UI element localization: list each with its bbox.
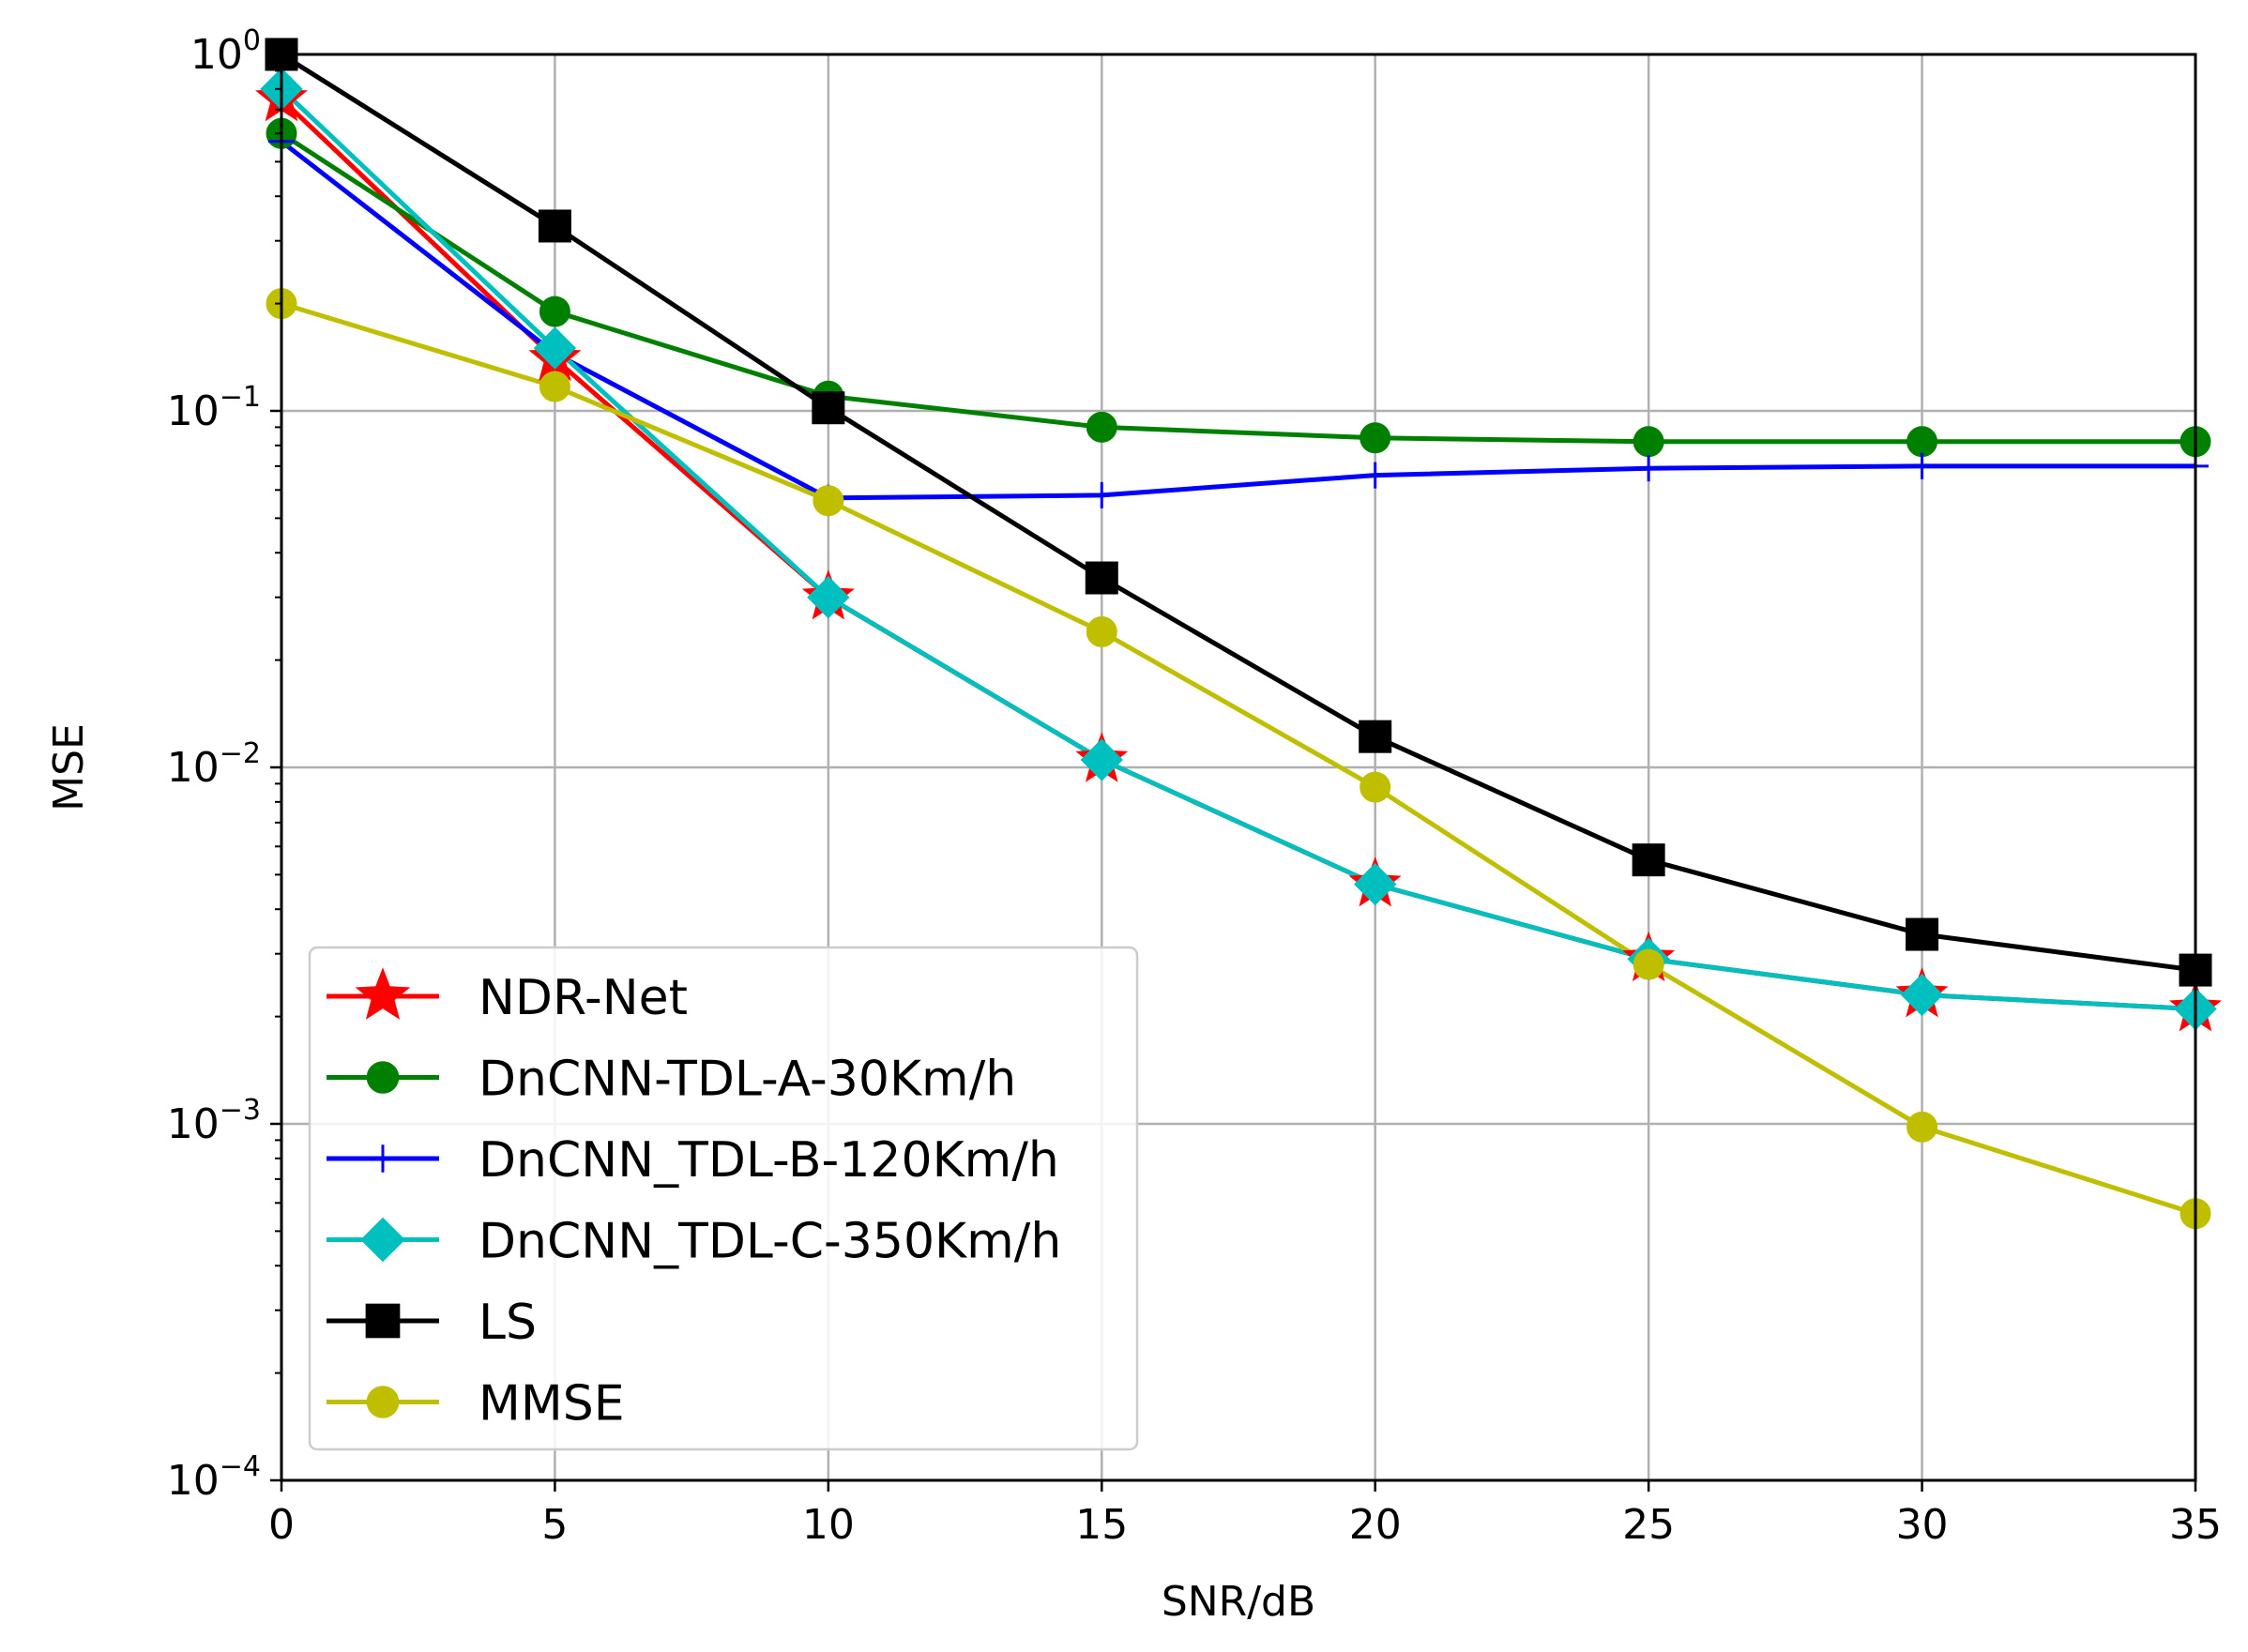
data-point-dncnn-tdl-a-30km-h bbox=[1906, 426, 1938, 458]
data-point-dncnn-tdl-b-120km-h bbox=[1088, 481, 1116, 508]
data-point-ls bbox=[1906, 917, 1939, 951]
data-point-mmse bbox=[1906, 1111, 1938, 1143]
y-tick-label: 10−4 bbox=[167, 1450, 261, 1505]
y-axis-label: MSE bbox=[45, 723, 93, 811]
x-tick-label: 10 bbox=[802, 1501, 855, 1549]
x-tick-label: 5 bbox=[541, 1501, 568, 1549]
data-point-dncnn-tdl-a-30km-h bbox=[1633, 426, 1664, 458]
series-line-dncnn-tdl-b-120km-h bbox=[280, 139, 2195, 501]
x-tick-label: 15 bbox=[1075, 1501, 1128, 1549]
legend-label-dncnn-tdl-c-350km-h: DnCNN_TDL-C-350Km/h bbox=[478, 1214, 1061, 1270]
legend-marker-ndr-net bbox=[355, 967, 411, 1020]
data-point-ls bbox=[1632, 843, 1665, 877]
legend-label-dncnn-tdl-b-120km-h: DnCNN_TDL-B-120Km/h bbox=[478, 1132, 1059, 1189]
y-axis-ticks: 100 10−1 10−2 10−3 10−4 bbox=[167, 24, 281, 1505]
legend-label-ls: LS bbox=[478, 1295, 537, 1351]
y-tick-label: 10−3 bbox=[167, 1094, 261, 1148]
series-line-ls bbox=[280, 52, 2196, 973]
series-line-mmse bbox=[281, 301, 2196, 1217]
x-tick-label: 25 bbox=[1622, 1501, 1675, 1549]
data-point-ls bbox=[1359, 720, 1392, 753]
data-point-ls bbox=[1085, 561, 1118, 595]
legend: NDR-Net DnCNN-TDL-A-30Km/h DnCNN_TDL-B-120… bbox=[308, 946, 1139, 1451]
y-tick-label: 100 bbox=[190, 24, 261, 79]
legend-marker-ls bbox=[365, 1303, 401, 1339]
series-line-dncnn-tdl-c-350km-h bbox=[280, 86, 2196, 1012]
data-point-dncnn-tdl-c-350km-h bbox=[1080, 738, 1123, 781]
data-point-ls bbox=[812, 391, 845, 425]
data-point-mmse bbox=[1359, 771, 1391, 803]
data-point-dncnn-tdl-b-120km-h bbox=[1635, 455, 1663, 482]
legend-marker-mmse bbox=[366, 1386, 400, 1418]
data-point-dncnn-tdl-b-120km-h bbox=[1361, 462, 1389, 489]
data-point-dncnn-tdl-a-30km-h bbox=[539, 296, 570, 327]
legend-label-ndr-net: NDR-Net bbox=[478, 970, 688, 1026]
series-lines bbox=[280, 52, 2196, 1217]
legend-label-dncnn-tdl-a-30km-h: DnCNN-TDL-A-30Km/h bbox=[478, 1052, 1016, 1108]
data-point-dncnn-tdl-a-30km-h bbox=[1359, 422, 1391, 454]
x-axis-label: SNR/dB bbox=[1162, 1578, 1315, 1626]
legend-box bbox=[308, 946, 1139, 1451]
data-point-dncnn-tdl-c-350km-h bbox=[1354, 862, 1397, 906]
x-tick-label: 0 bbox=[268, 1501, 295, 1549]
legend-marker-dncnn-tdl-a-30km-h bbox=[366, 1061, 400, 1094]
data-point-dncnn-tdl-b-120km-h bbox=[1908, 452, 1936, 479]
y-tick-label: 10−2 bbox=[167, 737, 261, 792]
legend-marker-dncnn-tdl-b-120km-h bbox=[369, 1144, 397, 1173]
data-point-dncnn-tdl-c-350km-h bbox=[807, 575, 850, 619]
x-axis-ticks: 0 5 10 15 20 25 30 35 bbox=[268, 1480, 2222, 1549]
data-point-dncnn-tdl-a-30km-h bbox=[1086, 411, 1117, 443]
x-tick-label: 30 bbox=[1896, 1501, 1949, 1549]
data-point-ls bbox=[538, 209, 571, 243]
legend-marker-dncnn-tdl-c-350km-h bbox=[360, 1217, 405, 1263]
legend-label-mmse: MMSE bbox=[478, 1376, 625, 1432]
data-point-mmse bbox=[1633, 948, 1664, 980]
data-point-dncnn-tdl-c-350km-h bbox=[533, 326, 577, 370]
data-point-mmse bbox=[813, 485, 844, 517]
data-point-mmse bbox=[539, 371, 570, 402]
data-point-dncnn-tdl-c-350km-h bbox=[1900, 973, 1944, 1017]
series-markers bbox=[255, 38, 2222, 1230]
data-point-mmse bbox=[1086, 616, 1117, 648]
x-tick-label: 20 bbox=[1349, 1501, 1402, 1549]
x-tick-label: 35 bbox=[2169, 1501, 2222, 1549]
series-line-dncnn-tdl-a-30km-h bbox=[280, 131, 2195, 445]
y-tick-label: 10−1 bbox=[167, 381, 261, 435]
